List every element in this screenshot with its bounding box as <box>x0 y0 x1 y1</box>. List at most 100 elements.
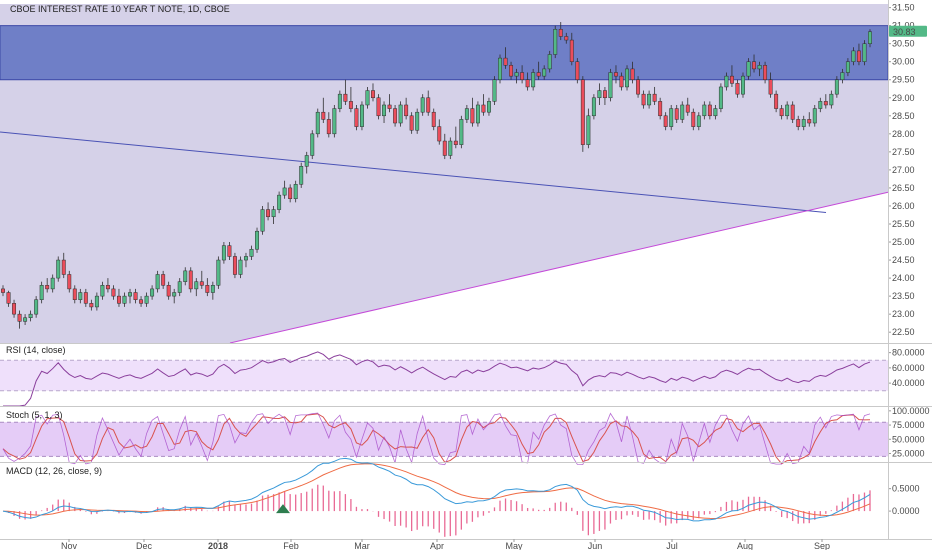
candle-up[interactable] <box>216 259 221 286</box>
candle-down[interactable] <box>807 119 812 124</box>
candle-up[interactable] <box>172 292 177 297</box>
stoch-pane[interactable] <box>0 412 888 466</box>
candle-down[interactable] <box>371 90 375 99</box>
candle-up[interactable] <box>194 281 199 290</box>
candle-up[interactable] <box>669 108 674 127</box>
candle-up[interactable] <box>34 299 39 315</box>
candle-down[interactable] <box>619 75 624 88</box>
candle-up[interactable] <box>359 104 364 127</box>
candle-up[interactable] <box>553 28 558 55</box>
candle-down[interactable] <box>72 288 77 300</box>
candle-up[interactable] <box>586 115 591 145</box>
rsi-axis[interactable]: 80.0000 60.0000 40.0000 <box>888 348 925 389</box>
candle-down[interactable] <box>199 281 204 286</box>
candle-down[interactable] <box>752 61 756 70</box>
candle-down[interactable] <box>89 303 94 308</box>
candle-down[interactable] <box>83 292 88 304</box>
candle-up[interactable] <box>365 90 370 106</box>
candle-down[interactable] <box>442 140 447 156</box>
candle-up[interactable] <box>28 313 33 319</box>
candle-up[interactable] <box>238 259 243 275</box>
candle-down[interactable] <box>575 61 580 80</box>
candle-up[interactable] <box>382 104 387 117</box>
candle-down[interactable] <box>437 126 442 142</box>
candle-up[interactable] <box>625 68 629 88</box>
candle-up[interactable] <box>845 61 850 73</box>
candle-down[interactable] <box>525 79 530 88</box>
candle-up[interactable] <box>647 93 652 106</box>
candle-down[interactable] <box>856 50 861 62</box>
candle-down[interactable] <box>641 93 646 106</box>
candle-down[interactable] <box>569 39 574 62</box>
candle-up[interactable] <box>150 288 155 297</box>
candle-up[interactable] <box>144 295 149 304</box>
candle-up[interactable] <box>221 245 226 261</box>
candle-up[interactable] <box>420 97 425 113</box>
candle-up[interactable] <box>177 281 182 293</box>
descending-trendline[interactable] <box>0 131 827 213</box>
candle-up[interactable] <box>547 54 552 70</box>
candle-down[interactable] <box>166 285 171 297</box>
rsi-pane[interactable] <box>0 351 888 407</box>
candle-up[interactable] <box>244 256 248 261</box>
candle-down[interactable] <box>602 90 607 99</box>
candle-down[interactable] <box>343 93 348 102</box>
candle-up[interactable] <box>337 93 342 109</box>
candle-up[interactable] <box>277 194 282 210</box>
candle-up[interactable] <box>801 119 806 127</box>
candle-down[interactable] <box>139 299 144 304</box>
candle-down[interactable] <box>105 285 110 290</box>
candle-down[interactable] <box>774 93 779 109</box>
candle-down[interactable] <box>288 187 293 199</box>
candle-up[interactable] <box>293 184 298 199</box>
candle-up[interactable] <box>448 140 453 156</box>
candle-up[interactable] <box>486 101 491 113</box>
candle-up[interactable] <box>155 274 160 290</box>
candle-down[interactable] <box>227 245 232 257</box>
candle-down[interactable] <box>17 313 22 322</box>
candle-up[interactable] <box>299 166 304 185</box>
candle-up[interactable] <box>840 72 845 80</box>
candle-down[interactable] <box>266 209 271 218</box>
candle-up[interactable] <box>315 111 320 135</box>
candle-up[interactable] <box>702 104 707 117</box>
candle-down[interactable] <box>348 101 353 109</box>
candle-up[interactable] <box>591 97 596 117</box>
candle-up[interactable] <box>718 86 723 109</box>
candle-up[interactable] <box>249 248 254 257</box>
candle-up[interactable] <box>464 108 469 120</box>
candle-down[interactable] <box>729 75 734 84</box>
resistance-zone[interactable] <box>0 25 889 81</box>
candle-up[interactable] <box>597 90 602 99</box>
candle-down[interactable] <box>321 111 326 120</box>
candle-down[interactable] <box>564 36 569 41</box>
candle-down[interactable] <box>503 57 508 66</box>
candle-down[interactable] <box>520 72 525 80</box>
candle-up[interactable] <box>542 68 547 77</box>
candle-up[interactable] <box>818 101 823 109</box>
candle-down[interactable] <box>509 65 514 77</box>
candle-up[interactable] <box>260 209 265 232</box>
candle-up[interactable] <box>834 79 839 95</box>
candle-down[interactable] <box>779 108 784 117</box>
candle-down[interactable] <box>205 285 210 293</box>
candle-up[interactable] <box>785 104 790 117</box>
candle-up[interactable] <box>94 295 99 308</box>
candle-down[interactable] <box>393 108 398 124</box>
candle-up[interactable] <box>868 31 872 44</box>
candle-down[interactable] <box>658 101 663 117</box>
candle-up[interactable] <box>459 119 464 145</box>
candle-up[interactable] <box>310 133 315 156</box>
candle-down[interactable] <box>685 104 690 113</box>
time-axis[interactable]: Nov Dec 2018 Feb Mar Apr May Jun Jul Aug Sep <box>61 539 830 550</box>
candle-down[interactable] <box>133 292 138 300</box>
candle-up[interactable] <box>531 72 536 88</box>
candle-up[interactable] <box>122 295 127 304</box>
ascending-support-line[interactable] <box>229 191 889 344</box>
candle-up[interactable] <box>514 72 519 77</box>
candle-down[interactable] <box>558 28 563 37</box>
candle-up[interactable] <box>713 108 718 117</box>
candle-down[interactable] <box>12 303 17 315</box>
candle-up[interactable] <box>255 230 259 250</box>
candle-down[interactable] <box>326 119 331 135</box>
